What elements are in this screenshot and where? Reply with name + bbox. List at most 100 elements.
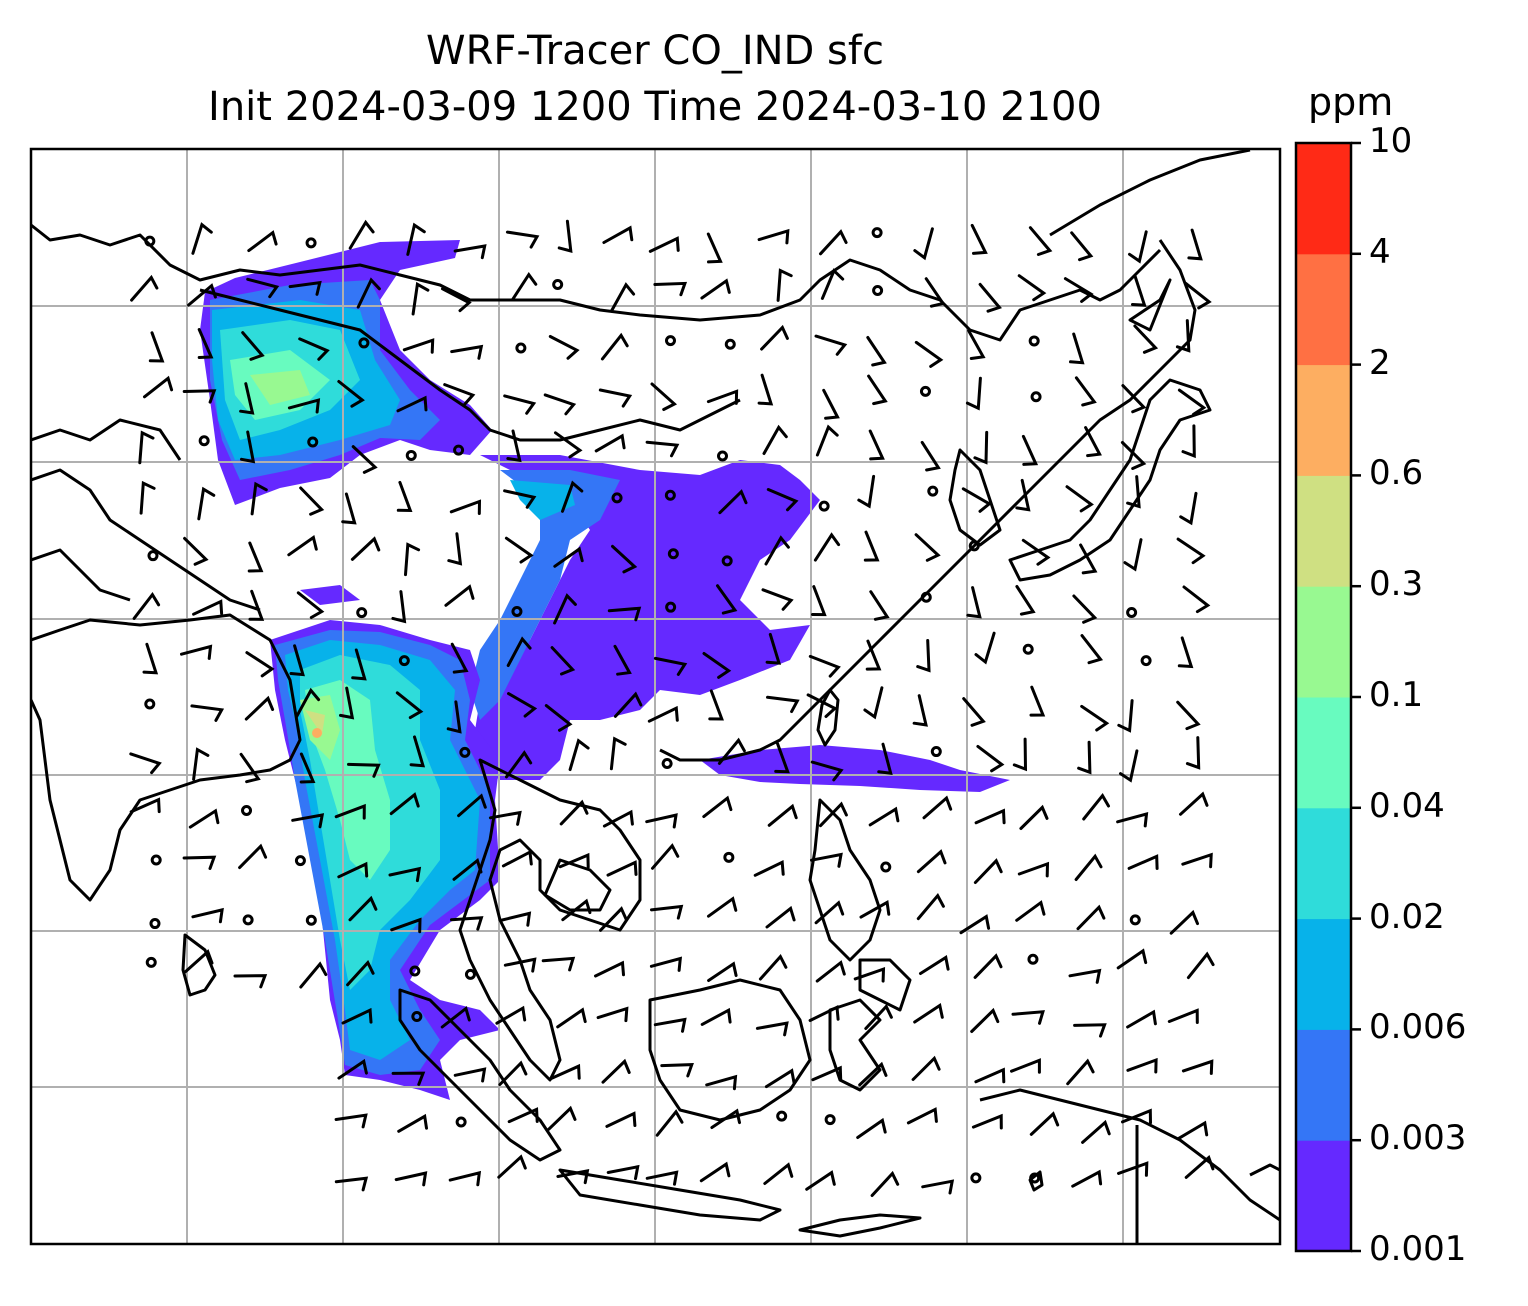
calm-wind-marker — [305, 237, 317, 249]
calm-wind-marker — [1027, 953, 1039, 965]
wind-barb — [1187, 228, 1203, 261]
wind-barb — [660, 1063, 694, 1078]
wind-barb — [971, 1113, 1003, 1130]
wind-barb — [1017, 274, 1047, 302]
wind-barb — [1186, 951, 1215, 980]
wind-barb — [549, 1063, 581, 1080]
wind-barb — [594, 960, 625, 978]
calm-wind-marker — [358, 337, 370, 349]
wind-barb — [912, 694, 928, 727]
wind-barb — [197, 328, 214, 359]
wind-barb — [139, 480, 156, 515]
wind-barb — [974, 631, 996, 665]
colorbar-tick-label: 0.001 — [1369, 1229, 1467, 1269]
wind-barb — [1117, 699, 1134, 733]
wind-barb — [1177, 388, 1207, 416]
calm-wind-marker — [919, 385, 931, 397]
wind-barb — [444, 584, 475, 607]
wind-barb — [498, 911, 532, 927]
wind-barb — [1072, 594, 1098, 624]
wind-barb — [716, 584, 738, 615]
wind-barb — [808, 654, 841, 678]
wind-barb — [337, 380, 365, 408]
wind-barb — [1015, 900, 1046, 922]
wind-barb — [248, 589, 265, 621]
wind-barb — [288, 280, 322, 296]
calm-wind-marker — [242, 914, 254, 926]
wind-barb — [965, 376, 982, 411]
wind-barb — [497, 1154, 527, 1179]
colorbar-segment — [1296, 918, 1351, 1030]
colorbar-tick-label: 0.6 — [1369, 453, 1424, 494]
wind-barb — [600, 332, 629, 361]
calm-wind-marker — [409, 965, 421, 977]
wind-barb — [495, 1005, 527, 1025]
wind-barb — [776, 268, 793, 302]
wind-barb — [441, 287, 472, 313]
wind-barb — [1126, 1009, 1157, 1029]
calm-wind-marker — [356, 607, 368, 619]
wind-barb — [913, 1003, 944, 1024]
wind-barb — [819, 801, 848, 828]
wind-barb — [1131, 275, 1147, 307]
wind-barb — [503, 957, 537, 973]
wind-barb — [970, 1007, 1000, 1033]
wind-barb — [651, 843, 680, 870]
map-subtitle: Init 2024-03-09 1200 Time 2024-03-10 210… — [208, 84, 1102, 130]
calm-wind-marker — [511, 606, 523, 618]
wind-barb — [351, 648, 367, 681]
wind-barb — [1128, 230, 1148, 264]
wind-barb — [238, 843, 268, 870]
colorbar-segment — [1296, 253, 1351, 366]
colorbar-tick-label: 0.04 — [1369, 785, 1445, 826]
wind-barb — [337, 1058, 368, 1080]
wind-barb — [599, 906, 628, 932]
wind-barb — [611, 544, 638, 574]
wind-barb — [1116, 811, 1149, 828]
wind-barb — [1029, 1111, 1060, 1136]
wind-barb — [448, 1170, 482, 1187]
wind-barb — [1029, 685, 1046, 717]
wind-barb — [547, 1105, 577, 1131]
wind-barb — [1077, 740, 1092, 775]
wind-barb — [808, 1004, 840, 1022]
wind-barb — [1010, 1058, 1041, 1074]
colorbar-tick-label: 10 — [1369, 121, 1413, 161]
wind-barb — [710, 1108, 741, 1129]
wind-barb — [1126, 1057, 1158, 1074]
wind-barb — [706, 389, 739, 405]
wind-barb — [653, 1017, 687, 1033]
wind-barb — [450, 642, 469, 674]
wind-barb — [613, 691, 643, 718]
wind-barb — [346, 959, 375, 987]
wind-barb — [766, 488, 799, 512]
calm-wind-marker — [661, 758, 673, 770]
wind-barb — [857, 474, 876, 509]
wind-barb — [647, 705, 679, 723]
wind-barb — [765, 632, 782, 665]
wind-barb — [598, 388, 633, 408]
wind-barb — [866, 336, 887, 367]
calm-wind-marker — [455, 1116, 467, 1128]
wind-barb — [1028, 226, 1053, 256]
wind-barb — [142, 642, 159, 675]
tracer-plume — [200, 240, 1010, 1100]
wind-barb — [1076, 904, 1106, 931]
wind-barb — [1119, 749, 1139, 783]
wind-barb — [976, 744, 1005, 773]
calm-wind-marker — [144, 235, 156, 247]
calm-wind-marker — [1129, 914, 1141, 926]
calm-wind-marker — [552, 278, 564, 290]
coastlines — [31, 149, 1280, 1244]
calm-wind-marker — [149, 918, 161, 930]
wind-barb — [240, 430, 256, 464]
wind-barb — [707, 896, 738, 918]
wind-barb — [1177, 1120, 1209, 1140]
wind-barb — [129, 752, 162, 775]
wind-barb — [550, 646, 576, 676]
wind-barb — [1179, 791, 1209, 816]
calm-wind-marker — [150, 854, 162, 866]
wind-barb — [561, 898, 592, 922]
calm-wind-marker — [664, 335, 676, 347]
wind-barb — [967, 329, 986, 360]
